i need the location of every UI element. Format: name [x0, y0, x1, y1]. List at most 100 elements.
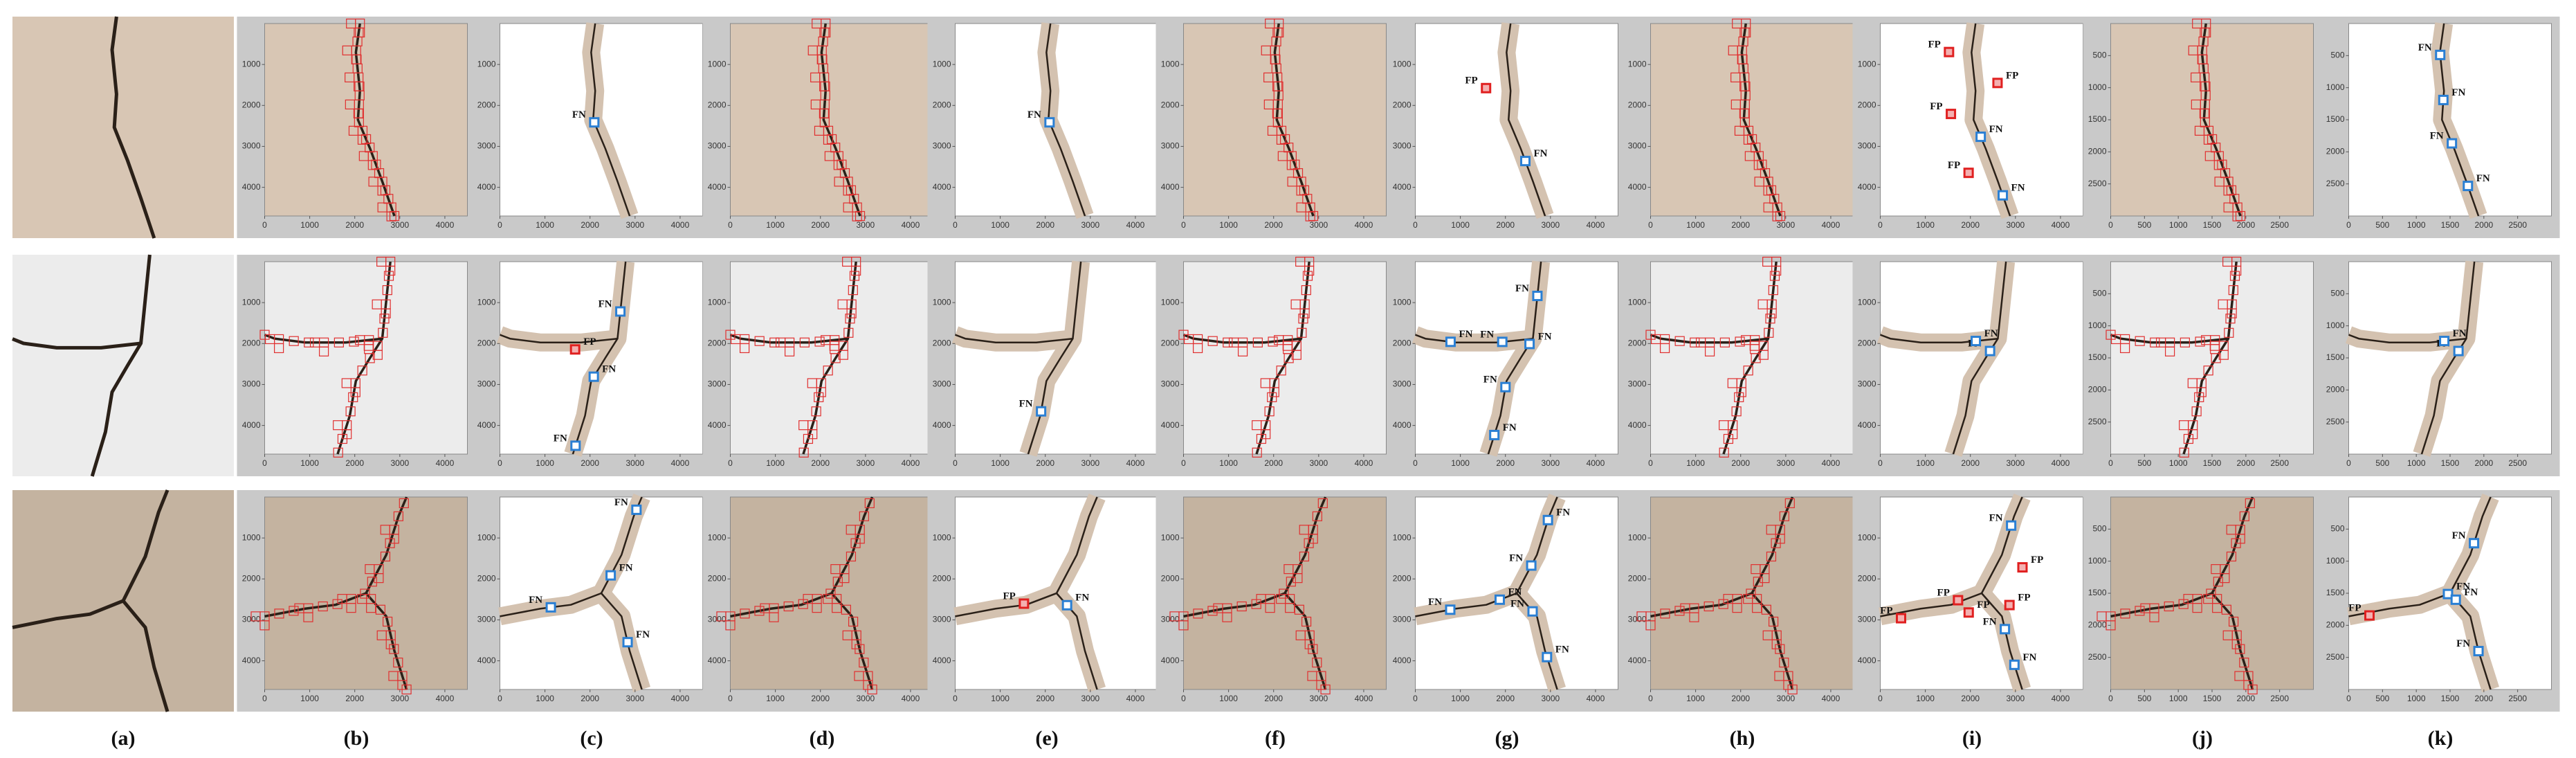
- grid-cell: [810, 72, 821, 82]
- grid-cell: [1768, 285, 1778, 296]
- grid-cell: [2211, 564, 2221, 575]
- x-tick-label: 3000: [1541, 220, 1560, 230]
- x-tick-label: 1000: [300, 694, 319, 703]
- error-marker: [1044, 117, 1055, 128]
- grid-cell: [807, 45, 818, 55]
- x-tick-label: 0: [1181, 458, 1186, 468]
- grid-cell: [1727, 378, 1737, 388]
- y-tick-label: 1000: [2326, 556, 2345, 566]
- y-tick-label: 1000: [1628, 532, 1647, 542]
- grid-cell: [2226, 525, 2236, 535]
- x-tick-label: 4000: [436, 220, 455, 230]
- error-marker: [545, 602, 556, 613]
- error-label: FN: [1027, 109, 1041, 120]
- grid-cell: [354, 117, 364, 127]
- error-label: FN: [1508, 587, 1522, 598]
- grid-cell: [832, 577, 843, 587]
- y-tick-label: 2000: [1161, 100, 1180, 109]
- x-tick-label: 3000: [625, 694, 644, 703]
- grid-cell: [259, 620, 270, 631]
- error-label: FP: [1003, 590, 1016, 602]
- grid-cell: [1753, 160, 1764, 170]
- grid-cell: [1762, 256, 1773, 267]
- grid-cell: [2191, 72, 2201, 82]
- crack: [572, 261, 627, 455]
- grid-cell: [1731, 406, 1742, 417]
- y-tick-label: 2000: [477, 338, 496, 348]
- x-tick-label: 2000: [2474, 220, 2493, 230]
- x-tick-label: 4000: [1126, 220, 1145, 230]
- y-tick-label: 1000: [708, 59, 727, 69]
- grid-cell: [376, 256, 387, 267]
- grid-cell: [823, 594, 833, 604]
- error-marker: [1489, 429, 1500, 440]
- y-tick-label: 1500: [2088, 352, 2107, 362]
- error-label: FN: [1555, 644, 1569, 656]
- x-tick-label: 1000: [2169, 694, 2188, 703]
- grid-cell: [318, 346, 329, 357]
- grid-cell: [289, 336, 299, 346]
- y-tick-label: 1000: [933, 532, 951, 542]
- error-marker: [1526, 560, 1537, 571]
- y-tick-label: 2500: [2088, 652, 2107, 662]
- x-tick-label: 3000: [2006, 694, 2025, 703]
- grid-cell: [855, 210, 866, 222]
- grid-cell: [843, 202, 853, 213]
- grid-cell: [846, 525, 856, 535]
- grid-cell: [1264, 406, 1275, 417]
- y-tick-label: 4000: [1858, 656, 1876, 665]
- x-tick-label: 1000: [1916, 694, 1935, 703]
- x-tick-label: 4000: [671, 220, 690, 230]
- grid-cell: [1256, 594, 1266, 604]
- x-tick-label: 4000: [1822, 694, 1840, 703]
- grid-cell: [1769, 271, 1780, 281]
- grid-cell: [838, 350, 848, 360]
- error-marker: [615, 306, 626, 317]
- grid-cell: [784, 346, 795, 357]
- grid-cell: [378, 327, 388, 338]
- error-marker: [1494, 594, 1505, 605]
- y-tick-label: 1000: [1858, 59, 1876, 69]
- grid-cell: [2119, 343, 2130, 354]
- error-marker: [2447, 138, 2458, 149]
- x-tick-label: 4000: [1126, 694, 1145, 703]
- grid-cell: [1308, 210, 1319, 222]
- x-tick-label: 2000: [581, 694, 599, 703]
- grid-cell: [1645, 330, 1656, 340]
- grid-cell: [374, 168, 385, 179]
- grid-cell: [867, 684, 877, 695]
- y-tick-label: 1000: [2088, 82, 2107, 92]
- y-tick-label: 3000: [477, 615, 496, 624]
- y-tick-label: 1000: [1628, 297, 1647, 307]
- grid-cell: [1751, 143, 1761, 153]
- x-tick-label: 3000: [1776, 458, 1795, 468]
- column-label: (a): [111, 727, 136, 750]
- grid-cell: [2206, 588, 2216, 599]
- y-tick-label: 1000: [242, 297, 261, 307]
- grid-cell: [1265, 18, 1275, 29]
- x-tick-label: 0: [1878, 220, 1883, 230]
- grid-cell: [2135, 336, 2145, 346]
- y-tick-label: 500: [2092, 289, 2106, 298]
- y-tick-label: 3000: [477, 141, 496, 151]
- grid-cell: [798, 420, 809, 431]
- x-tick-label: 1000: [2169, 458, 2188, 468]
- grid-cell: [2164, 601, 2174, 612]
- grid-cell: [1775, 210, 1786, 222]
- y-tick-label: 2500: [2326, 652, 2345, 662]
- error-label: FP: [1977, 599, 1989, 611]
- grid-cell: [842, 630, 852, 640]
- column-label: (b): [344, 727, 369, 750]
- x-tick-label: 2000: [811, 458, 830, 468]
- grid-cell: [1762, 630, 1773, 640]
- x-tick-label: 3000: [625, 220, 644, 230]
- grid-cell: [1302, 194, 1313, 204]
- grid-cell: [350, 387, 360, 397]
- y-tick-label: 4000: [1393, 656, 1412, 665]
- grid-cell: [849, 194, 859, 204]
- x-tick-label: 1000: [536, 694, 554, 703]
- y-tick-label: 4000: [708, 182, 727, 192]
- error-marker: [1542, 651, 1553, 662]
- grid-cell: [2183, 594, 2193, 604]
- y-tick-label: 4000: [242, 182, 261, 192]
